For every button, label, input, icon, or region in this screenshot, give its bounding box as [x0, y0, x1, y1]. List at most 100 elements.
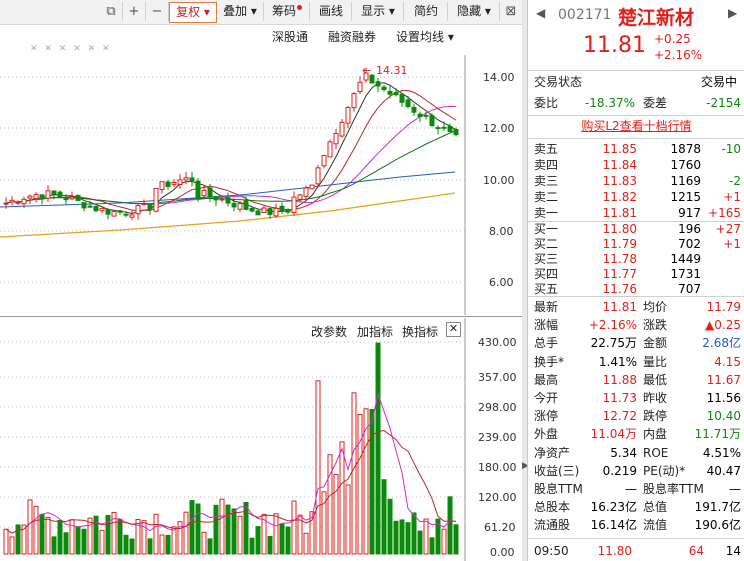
switch-indicator-button[interactable]: 换指标	[402, 325, 439, 339]
volume-grid	[0, 341, 465, 528]
volume-tick: 120.00	[478, 491, 517, 504]
pane-divider[interactable]	[0, 316, 522, 317]
stat-value: 11.04万	[590, 427, 637, 442]
stat-row: 涨幅 +2.16% 涨跌 ▲0.25	[528, 317, 744, 334]
stat-value: 16.14亿	[590, 518, 637, 533]
volume-tick: 0.00	[490, 546, 515, 559]
stat-label: 跌停	[643, 409, 668, 424]
stat-row: 今开 11.73 昨收 11.56	[528, 390, 744, 407]
ma-legend-row: ✕ ✕ ✕ ✕ ✕ ✕	[30, 44, 112, 54]
level-label: 卖四	[534, 158, 559, 172]
draw-line-button[interactable]: 画线	[311, 2, 352, 21]
price-tick: 14.00	[483, 71, 515, 84]
fuquan-button[interactable]: 复权 ▾	[169, 2, 217, 23]
ma-settings-button[interactable]: 设置均线 ▾	[396, 30, 454, 44]
ask-level: 卖四 11.84 1760	[528, 157, 744, 174]
stat-label: 涨停	[534, 409, 559, 424]
stat-value: 11.73	[602, 391, 637, 405]
stat-value: 2.68亿	[702, 336, 741, 351]
kline-chart[interactable]: 14.31 ← 14.00 12.00 10.00 8.00 6.00	[0, 25, 522, 315]
stat-label: 总股本	[534, 500, 571, 515]
level-price: 11.83	[602, 174, 637, 188]
display-button[interactable]: 显示 ▾	[353, 2, 404, 21]
stat-value: 16.23亿	[590, 500, 637, 515]
stat-label: 今开	[534, 391, 559, 405]
restore-icon[interactable]: ⧉	[100, 2, 123, 21]
stat-label: 涨幅	[534, 318, 559, 333]
margin-link[interactable]: 融资融券	[328, 30, 377, 44]
stat-value: 0.219	[602, 463, 637, 478]
stat-value: —	[729, 482, 741, 496]
volume-tick: 180.00	[478, 461, 517, 474]
price-change: +0.25	[654, 32, 691, 46]
collapse-arrow-icon[interactable]: ▶	[522, 461, 529, 471]
level-label: 买一	[534, 222, 559, 236]
hide-button[interactable]: 隐藏 ▾	[449, 2, 500, 21]
chart-toolbar: ⧉ + − 复权 ▾ 叠加 ▾ 筹码 画线 显示 ▾ 简约 隐藏 ▾ ⊠	[0, 0, 522, 25]
level-price: 11.82	[602, 190, 637, 204]
stat-value: 11.71万	[694, 427, 741, 442]
kline-grid	[0, 76, 465, 283]
stat-label: PE(动)*	[643, 463, 686, 478]
level-price: 11.77	[602, 267, 637, 281]
level-volume: 917	[678, 206, 701, 220]
close-icon[interactable]: ⊠	[505, 4, 517, 19]
level-volume: 1878	[670, 142, 701, 156]
minus-icon[interactable]: −	[146, 2, 169, 21]
bid-level: 买四 11.77 1731	[528, 266, 744, 283]
level-change: -2	[729, 174, 741, 188]
level-volume: 1760	[670, 158, 701, 172]
stat-row: 外盘 11.04万 内盘 11.71万	[528, 426, 744, 443]
ask-level: 卖三 11.83 1169 -2	[528, 173, 744, 190]
next-stock-icon[interactable]: ▶	[728, 6, 738, 20]
overlay-button[interactable]: 叠加 ▾	[217, 2, 264, 21]
stat-label: 净资产	[534, 445, 571, 460]
level-change: +1	[723, 190, 741, 204]
level-price: 11.79	[602, 237, 637, 251]
stat-label: 最低	[643, 372, 668, 387]
prev-stock-icon[interactable]: ◀	[536, 6, 546, 20]
level-label: 卖一	[534, 206, 559, 220]
notification-dot	[297, 5, 302, 10]
stat-value: ▲0.25	[705, 318, 741, 333]
level-label: 卖五	[534, 142, 559, 156]
stat-value: 11.88	[602, 372, 637, 387]
last-price: 11.81	[583, 33, 646, 58]
weibi-row: 委比 -18.37% 委差 -2154	[534, 96, 741, 110]
stat-label: 流通股	[534, 518, 571, 533]
stat-row: 涨停 12.72 跌停 10.40	[528, 408, 744, 425]
simple-button[interactable]: 简约	[405, 2, 448, 21]
stat-label: 昨收	[643, 391, 668, 405]
stat-value: +2.16%	[588, 318, 637, 333]
edit-params-button[interactable]: 改参数	[311, 325, 348, 339]
plus-icon[interactable]: +	[123, 2, 146, 21]
level-price: 11.81	[602, 206, 637, 220]
level-price: 11.76	[602, 282, 637, 296]
volume-chart[interactable]: 430.00 357.00 298.00 239.00 180.00 120.0…	[0, 318, 522, 561]
chips-button[interactable]: 筹码	[265, 2, 310, 21]
level-change: +1	[723, 237, 741, 251]
l2-purchase-link[interactable]: 购买L2查看十档行情	[581, 119, 692, 133]
volume-ma-lines	[5, 391, 457, 534]
candlesticks	[3, 67, 459, 221]
add-indicator-button[interactable]: 加指标	[357, 325, 394, 339]
shengutong-link[interactable]: 深股通	[272, 30, 309, 44]
close-indicator-icon[interactable]: ✕	[446, 322, 461, 337]
level-change: +165	[708, 206, 741, 220]
stat-label: 总手	[534, 336, 559, 351]
level-price: 11.85	[602, 142, 637, 156]
stock-code: 002171	[558, 7, 612, 23]
volume-bars	[3, 342, 459, 555]
stat-value: 40.47	[706, 463, 741, 478]
volume-tick: 430.00	[478, 336, 517, 349]
stat-label: 外盘	[534, 427, 559, 442]
volume-tick: 298.00	[478, 401, 517, 414]
stat-value: 22.75万	[590, 336, 637, 351]
level-change: +27	[715, 222, 741, 236]
level-label: 卖三	[534, 174, 559, 188]
stat-value: 11.79	[706, 300, 741, 314]
panel-splitter[interactable]	[522, 0, 527, 561]
stat-label: 金额	[643, 336, 668, 351]
stat-row: 流通股 16.14亿 流值 190.6亿	[528, 517, 744, 534]
ask-level: 卖一 11.81 917 +165	[528, 205, 744, 222]
